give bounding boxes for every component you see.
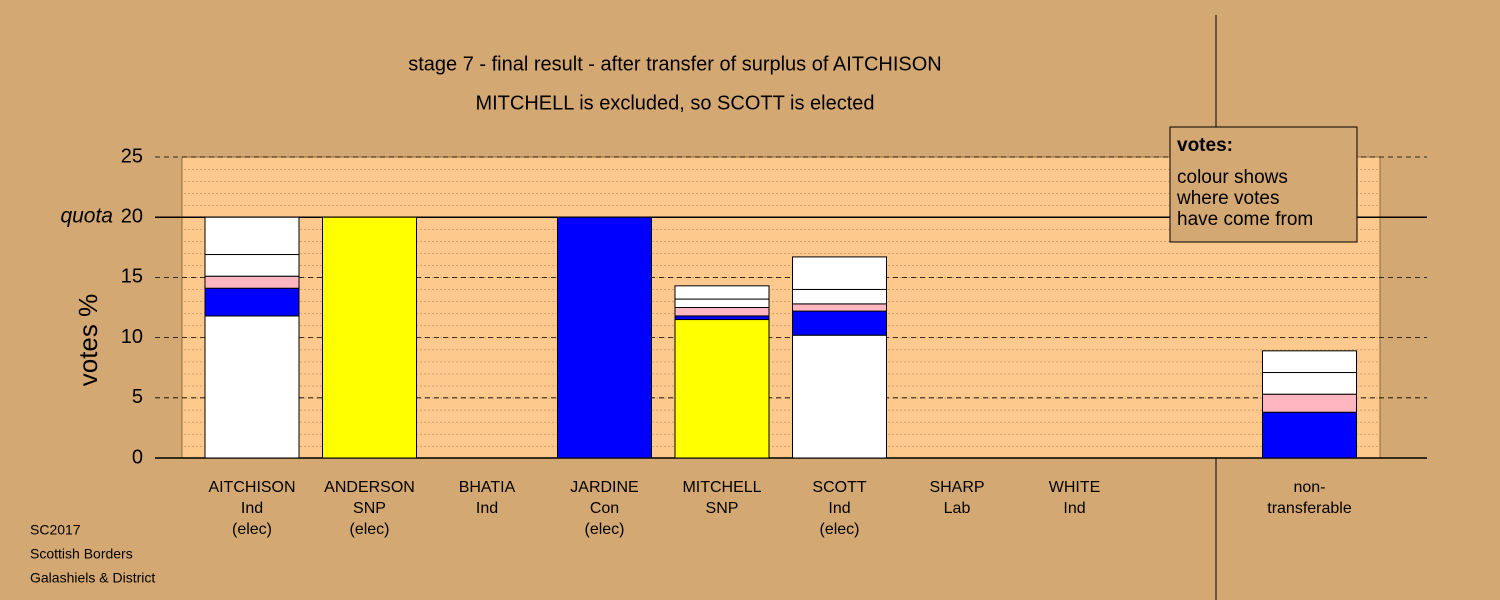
y-tick-label: 25 bbox=[121, 145, 143, 167]
x-tick-label: Ind bbox=[476, 500, 498, 517]
footer-text: Galashiels & District bbox=[30, 570, 155, 586]
bar-segment bbox=[204, 287, 300, 317]
chart-subtitle: MITCHELL is excluded, so SCOTT is electe… bbox=[475, 92, 874, 114]
footer-text: Scottish Borders bbox=[30, 546, 133, 562]
bar-segment bbox=[674, 315, 770, 321]
x-tick-label: BHATIA bbox=[459, 479, 516, 496]
legend-box bbox=[1169, 126, 1358, 243]
y-tick-label: 10 bbox=[121, 326, 143, 348]
x-tick-label: AITCHISON bbox=[208, 479, 295, 496]
bar-segment bbox=[792, 334, 887, 459]
x-tick-label: Con bbox=[590, 500, 619, 517]
x-tick-label: JARDINE bbox=[570, 479, 638, 496]
bar-segment bbox=[792, 288, 887, 305]
footer-text: SC2017 bbox=[30, 522, 81, 538]
bar-segment bbox=[322, 216, 417, 459]
y-axis-label: votes % bbox=[73, 294, 103, 387]
quota-label: quota bbox=[60, 205, 113, 228]
y-tick-label: 15 bbox=[121, 266, 143, 288]
bar-segment bbox=[204, 275, 300, 289]
bar-segment bbox=[204, 216, 300, 256]
x-tick-label: (elec) bbox=[819, 521, 859, 538]
y-tick-label: 0 bbox=[132, 446, 143, 468]
chart-title: stage 7 - final result - after transfer … bbox=[408, 53, 942, 75]
x-tick-label: ANDERSON bbox=[324, 479, 415, 496]
bar-segment bbox=[792, 310, 887, 336]
x-tick-label: Ind bbox=[1063, 500, 1085, 517]
x-tick-label: Ind bbox=[828, 500, 850, 517]
bar-segment bbox=[204, 315, 300, 459]
y-tick-label: 20 bbox=[121, 205, 143, 227]
legend-text: have come from bbox=[1177, 209, 1313, 230]
legend-title: votes: bbox=[1177, 135, 1233, 156]
bar-segment bbox=[674, 298, 770, 308]
bar-segment bbox=[674, 319, 770, 459]
x-tick-label: transferable bbox=[1267, 500, 1352, 517]
bar-segment bbox=[674, 307, 770, 317]
x-tick-label: SNP bbox=[353, 500, 386, 517]
x-tick-label: Ind bbox=[241, 500, 263, 517]
legend-text: colour shows bbox=[1177, 167, 1288, 188]
x-tick-label: MITCHELL bbox=[682, 479, 761, 496]
bar-segment bbox=[557, 216, 652, 459]
x-tick-label: SHARP bbox=[929, 479, 984, 496]
bar-segment bbox=[204, 254, 300, 277]
x-tick-label: Lab bbox=[944, 500, 971, 517]
x-tick-label: (elec) bbox=[584, 521, 624, 538]
bar-segment bbox=[674, 285, 770, 300]
x-tick-label: (elec) bbox=[232, 521, 272, 538]
x-tick-label: SNP bbox=[706, 500, 739, 517]
y-tick-label: 5 bbox=[132, 386, 143, 408]
bar-segment bbox=[1262, 411, 1357, 459]
bar-segment bbox=[1262, 350, 1357, 374]
bar-segment bbox=[792, 256, 887, 290]
x-tick-label: SCOTT bbox=[812, 479, 866, 496]
x-tick-label: non- bbox=[1293, 479, 1325, 496]
legend-text: where votes bbox=[1176, 188, 1279, 209]
bar-segment bbox=[792, 303, 887, 312]
bar-segment bbox=[1262, 393, 1357, 413]
bar-segment bbox=[1262, 372, 1357, 395]
x-tick-label: (elec) bbox=[349, 521, 389, 538]
x-tick-label: WHITE bbox=[1049, 479, 1101, 496]
